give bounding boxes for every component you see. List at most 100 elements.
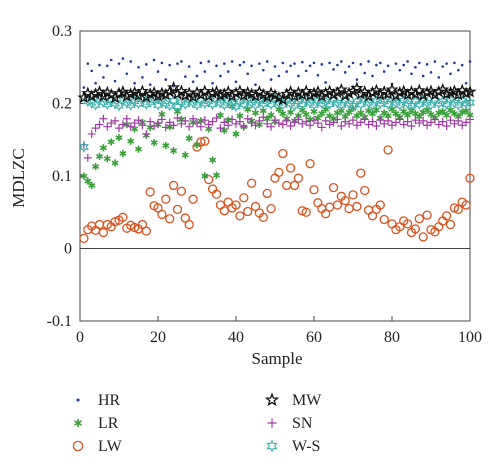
- data-point: [98, 227, 109, 238]
- data-point: [119, 149, 127, 158]
- data-point: [145, 63, 148, 66]
- data-point: [428, 87, 442, 101]
- data-point: [125, 72, 129, 76]
- data-point: [145, 187, 155, 197]
- data-point: [89, 87, 103, 100]
- legend: HR LR LW MW SN W-S: [72, 392, 322, 455]
- data-point: [453, 204, 463, 215]
- data-point: [297, 98, 308, 111]
- data-point: [445, 62, 448, 65]
- data-point: [394, 99, 405, 111]
- data-point: [141, 226, 151, 236]
- data-point: [208, 117, 217, 126]
- data-point: [254, 83, 257, 86]
- data-point: [232, 130, 240, 138]
- data-point: [328, 61, 331, 65]
- data-point: [79, 233, 89, 244]
- data-point: [98, 63, 101, 67]
- data-point: [164, 99, 175, 112]
- data-point: [94, 219, 105, 230]
- data-point: [188, 194, 198, 204]
- x-tick-label: 60: [306, 329, 322, 346]
- data-point: [302, 110, 310, 118]
- data-point: [303, 88, 317, 102]
- data-point: [239, 122, 248, 131]
- data-point: [442, 121, 451, 130]
- data-point: [415, 112, 423, 121]
- data-point: [246, 72, 249, 76]
- data-point: [402, 219, 413, 229]
- data-point: [422, 210, 432, 220]
- data-point: [125, 99, 136, 111]
- data-point: [354, 87, 368, 100]
- data-point: [347, 65, 351, 68]
- data-point: [115, 133, 123, 142]
- data-point: [356, 168, 366, 178]
- data-point: [95, 152, 104, 161]
- data-point: [304, 69, 308, 73]
- data-point: [445, 219, 456, 230]
- data-point: [198, 84, 212, 97]
- data-point: [425, 99, 437, 111]
- x-tick-label: 80: [384, 329, 400, 346]
- data-point: [453, 61, 456, 65]
- data-point: [199, 97, 210, 110]
- data-point: [403, 117, 412, 126]
- data-point: [365, 85, 380, 99]
- legend-marker: [264, 392, 280, 407]
- data-point: [301, 60, 304, 64]
- data-point: [313, 198, 323, 208]
- data-point: [88, 181, 96, 190]
- data-point: [277, 99, 288, 111]
- series-layer: [77, 57, 477, 244]
- data-point: [229, 86, 243, 99]
- data-point: [258, 212, 268, 222]
- data-point: [193, 119, 201, 128]
- data-point: [349, 116, 357, 125]
- legend-marker: [72, 440, 84, 452]
- data-point: [120, 89, 134, 102]
- data-point: [308, 64, 312, 68]
- data-point: [173, 114, 182, 122]
- data-point: [150, 139, 158, 147]
- data-point: [336, 99, 347, 111]
- data-point: [443, 85, 458, 99]
- data-point: [340, 195, 350, 206]
- data-point: [287, 108, 295, 116]
- data-point: [161, 194, 171, 204]
- data-point: [217, 87, 231, 100]
- data-point: [414, 98, 425, 111]
- data-point: [326, 87, 341, 101]
- data-point: [285, 163, 296, 173]
- data-point: [111, 116, 120, 125]
- data-point: [316, 73, 320, 77]
- data-point: [267, 122, 276, 131]
- data-point: [200, 136, 210, 146]
- data-point: [368, 117, 377, 126]
- data-point: [395, 115, 404, 124]
- data-point: [203, 70, 207, 73]
- data-point: [306, 121, 315, 130]
- data-point: [460, 63, 464, 67]
- data-point: [215, 200, 226, 210]
- data-point: [191, 80, 195, 84]
- data-point: [414, 214, 424, 224]
- data-point: [402, 63, 406, 67]
- data-point: [383, 98, 394, 111]
- data-point: [161, 123, 170, 132]
- data-point: [317, 123, 326, 132]
- data-point: [385, 82, 399, 96]
- data-point: [134, 116, 143, 125]
- data-point: [148, 83, 152, 86]
- y-tick-label: 0.1: [52, 168, 72, 185]
- data-point: [278, 148, 288, 159]
- data-point: [134, 145, 143, 153]
- data-point: [400, 107, 408, 116]
- data-point: [250, 64, 253, 68]
- data-point: [168, 94, 179, 107]
- data-point: [441, 98, 452, 111]
- data-point: [251, 121, 260, 130]
- data-point: [239, 193, 249, 203]
- data-point: [457, 68, 460, 72]
- data-point: [152, 99, 164, 111]
